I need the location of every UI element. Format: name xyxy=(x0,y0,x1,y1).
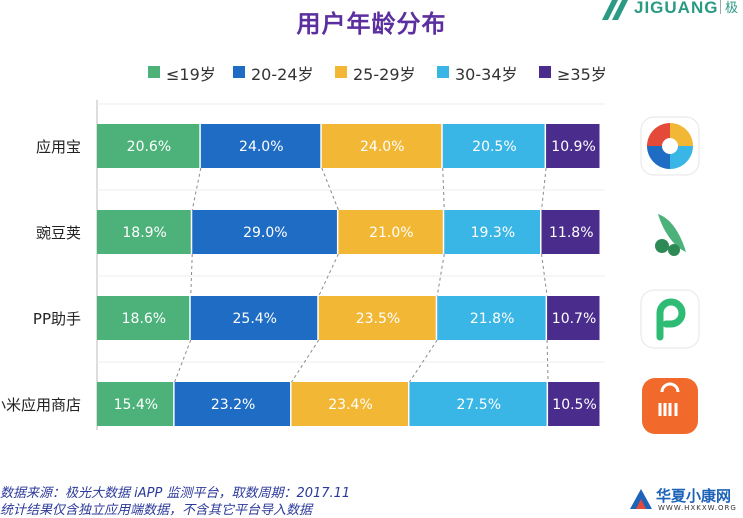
source-note: 数据来源：极光大数据 iAPP 监测平台，取数周期：2017.11 xyxy=(0,486,351,501)
connector-line xyxy=(546,339,549,383)
category-label: 应用宝 xyxy=(36,138,81,156)
connector-line xyxy=(174,339,192,383)
brand-divider xyxy=(720,0,721,14)
data-label: 27.5% xyxy=(457,397,501,413)
bar-segment xyxy=(97,124,200,168)
bar-segment xyxy=(547,296,600,340)
jiguang-logo-icon xyxy=(602,0,628,20)
data-label: 23.2% xyxy=(211,397,255,413)
bar-segment xyxy=(97,296,190,340)
data-label: 10.5% xyxy=(552,397,596,413)
data-label: 21.8% xyxy=(470,311,514,327)
legend-label: ≥35岁 xyxy=(557,65,607,84)
bar-segment xyxy=(200,124,321,168)
data-label: 20.5% xyxy=(472,139,516,155)
jiguang-logo: JIGUANG 极 xyxy=(598,0,743,26)
connector-line xyxy=(321,167,339,211)
data-label: 15.4% xyxy=(114,397,158,413)
connector-line xyxy=(318,253,339,297)
xiaomi-store-icon xyxy=(642,378,698,434)
data-label: 18.6% xyxy=(122,311,166,327)
yingyongbao-icon xyxy=(640,116,700,176)
connector-line xyxy=(190,253,193,297)
bar-segment xyxy=(97,210,191,254)
connector-line xyxy=(541,253,548,297)
bar-segment xyxy=(291,382,408,426)
legend: ≤19岁 20-24岁 25-29岁 30-34岁 ≥35岁 xyxy=(0,60,743,84)
category-label: PP助手 xyxy=(33,310,81,328)
bar-segment xyxy=(409,382,547,426)
connector-line xyxy=(191,167,202,211)
chart-title: 用户年龄分布 xyxy=(296,10,447,38)
data-label: 19.3% xyxy=(471,225,515,241)
data-label: 11.8% xyxy=(549,225,593,241)
watermark-url: WWW.HXKXW.ORG xyxy=(658,504,737,512)
data-label: 20.6% xyxy=(127,139,171,155)
bar-segment xyxy=(444,210,541,254)
data-label: 24.0% xyxy=(239,139,283,155)
connector-line xyxy=(436,253,445,297)
data-label: 24.0% xyxy=(360,139,404,155)
legend-label: 25-29岁 xyxy=(353,65,416,84)
bar-segment xyxy=(338,210,443,254)
brand-name-cn: 极 xyxy=(725,1,739,16)
category-label: 豌豆荚 xyxy=(36,224,81,242)
bar-segment xyxy=(190,296,318,340)
legend-swatch xyxy=(233,66,245,78)
data-label: 23.5% xyxy=(356,311,400,327)
watermark: 华夏小康网 WWW.HXKXW.ORG xyxy=(628,485,743,515)
data-label: 18.9% xyxy=(122,225,166,241)
bar-segment xyxy=(321,124,442,168)
brand-name: JIGUANG xyxy=(634,0,719,17)
bar-segment xyxy=(546,124,600,168)
bar-segment xyxy=(437,296,546,340)
data-label: 10.7% xyxy=(552,311,596,327)
connector-line xyxy=(541,167,547,211)
data-label: 21.0% xyxy=(369,225,413,241)
bar-segment xyxy=(97,382,174,426)
connector-line xyxy=(291,339,320,383)
data-label: 23.4% xyxy=(328,397,372,413)
bar-segment xyxy=(548,382,600,426)
legend-label: 30-34岁 xyxy=(455,65,518,84)
legend-swatch xyxy=(437,66,449,78)
legend-swatch xyxy=(148,66,160,78)
bar-segment xyxy=(442,124,545,168)
bar-segment xyxy=(174,382,291,426)
connector-line xyxy=(409,339,438,383)
legend-swatch xyxy=(539,66,551,78)
scope-note: 统计结果仅含独立应用端数据，不含其它平台导入数据 xyxy=(0,503,313,518)
legend-label: ≤19岁 xyxy=(166,65,216,84)
wandoujia-icon xyxy=(641,205,699,263)
bar-segment xyxy=(192,210,337,254)
watermark-text: 华夏小康网 xyxy=(656,487,732,505)
watermark-logo-icon xyxy=(630,489,652,509)
legend-label: 20-24岁 xyxy=(251,65,314,84)
legend-swatch xyxy=(335,66,347,78)
connector-line xyxy=(442,167,445,211)
category-label: 小米应用商店 xyxy=(0,396,81,414)
data-label: 25.4% xyxy=(233,311,277,327)
data-label: 29.0% xyxy=(243,225,287,241)
pp-assistant-icon xyxy=(640,289,700,349)
bar-segment xyxy=(318,296,436,340)
bar-segment xyxy=(541,210,600,254)
data-label: 10.9% xyxy=(551,139,595,155)
